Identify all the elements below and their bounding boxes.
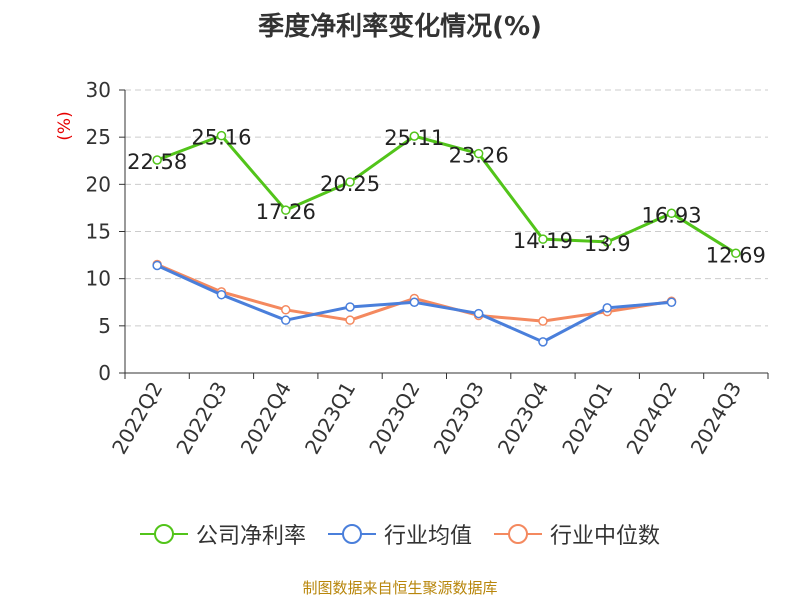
x-tick-label: 2023Q2 bbox=[364, 378, 424, 459]
legend-marker-icon bbox=[327, 524, 376, 544]
x-tick-label: 2023Q4 bbox=[493, 378, 553, 459]
y-tick-label: 0 bbox=[98, 361, 111, 385]
data-point bbox=[538, 234, 548, 244]
legend-item[interactable]: 行业均值 bbox=[327, 518, 472, 550]
data-point bbox=[602, 237, 612, 247]
data-point bbox=[666, 297, 677, 307]
legend-circle bbox=[508, 524, 528, 544]
data-point bbox=[409, 131, 420, 141]
legend-circle bbox=[153, 524, 174, 544]
data-point bbox=[731, 248, 741, 259]
source-note: 制图数据来自恒生聚源数据库 bbox=[302, 579, 498, 597]
data-point bbox=[473, 148, 484, 159]
data-label: 12.69 bbox=[706, 243, 766, 267]
x-tick-label: 2023Q3 bbox=[429, 378, 489, 459]
x-tick-label: 2022Q4 bbox=[236, 378, 296, 459]
legend-marker-icon bbox=[139, 524, 188, 544]
data-label: 22.58 bbox=[127, 150, 187, 174]
legend-label: 行业均值 bbox=[383, 524, 472, 549]
data-point bbox=[602, 303, 612, 313]
data-point bbox=[538, 337, 548, 347]
data-point bbox=[152, 260, 162, 271]
data-point bbox=[152, 155, 162, 165]
chart-title: 季度净利率变化情况(%) bbox=[258, 12, 542, 42]
legend-marker-icon bbox=[494, 524, 542, 544]
data-label: 23.26 bbox=[449, 144, 509, 168]
data-point bbox=[538, 316, 548, 326]
data-label: 16.93 bbox=[641, 203, 701, 227]
data-point bbox=[473, 308, 484, 319]
data-label: 17.26 bbox=[256, 200, 316, 224]
data-point bbox=[281, 305, 291, 315]
data-point bbox=[216, 289, 227, 300]
legend-item[interactable]: 公司净利率 bbox=[139, 518, 306, 550]
x-tick-label: 2022Q3 bbox=[171, 378, 231, 459]
y-tick-label: 30 bbox=[86, 78, 111, 102]
data-point bbox=[409, 297, 420, 307]
series-lines bbox=[152, 130, 741, 347]
data-point bbox=[281, 315, 291, 325]
legend-label: 公司净利率 bbox=[195, 524, 306, 549]
grid-lines bbox=[125, 89, 768, 327]
data-point bbox=[345, 315, 355, 325]
legend: 公司净利率 行业均值 行业中位数 bbox=[0, 518, 800, 550]
x-tick-label: 2024Q1 bbox=[557, 378, 617, 459]
legend-circle bbox=[341, 524, 362, 544]
y-tick-label: 10 bbox=[86, 267, 111, 291]
x-tick-label: 2023Q1 bbox=[300, 378, 360, 459]
y-tick-label: 20 bbox=[86, 172, 111, 196]
data-point bbox=[345, 302, 355, 312]
data-label: 25.16 bbox=[191, 126, 251, 150]
y-tick-label: 25 bbox=[86, 125, 111, 149]
y-tick-label: 15 bbox=[86, 220, 111, 244]
data-point bbox=[281, 205, 291, 215]
x-tick-label: 2022Q2 bbox=[107, 378, 167, 459]
x-tick-label: 2024Q3 bbox=[686, 378, 746, 459]
data-label: 20.25 bbox=[320, 172, 380, 196]
series-line bbox=[156, 263, 672, 323]
data-point bbox=[216, 130, 227, 141]
data-point bbox=[666, 208, 677, 219]
x-tick-label: 2024Q2 bbox=[621, 378, 681, 459]
data-label: 25.11 bbox=[384, 126, 444, 150]
data-point bbox=[345, 177, 355, 187]
legend-item[interactable]: 行业中位数 bbox=[494, 518, 660, 550]
y-axis-label: (%) bbox=[55, 111, 75, 140]
data-label: 13.9 bbox=[584, 232, 631, 256]
y-tick-label: 5 bbox=[98, 314, 111, 338]
series-line bbox=[156, 134, 737, 255]
legend-label: 行业中位数 bbox=[550, 524, 661, 549]
data-label: 14.19 bbox=[513, 229, 573, 253]
